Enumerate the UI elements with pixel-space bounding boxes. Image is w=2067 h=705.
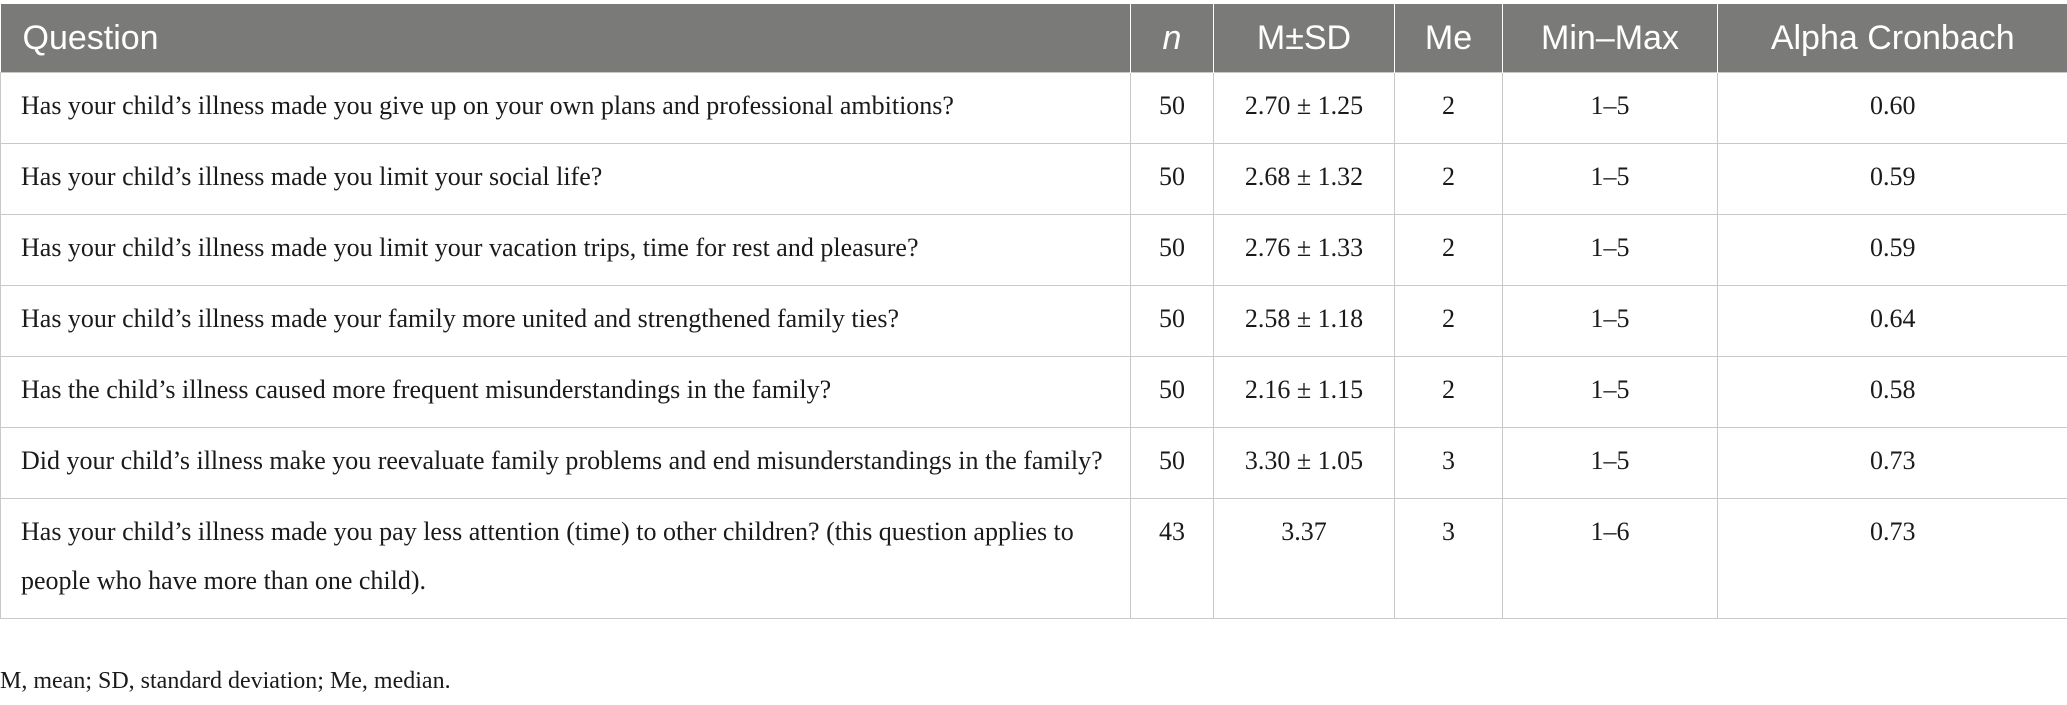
question-cell: Has your child’s illness made your famil… <box>0 285 1131 357</box>
table-header: Question n M±SD Me Min–Max Alpha Cronbac… <box>0 4 2067 73</box>
median-cell: 2 <box>1394 356 1503 428</box>
table-row: Has your child’s illness made you limit … <box>0 143 2067 215</box>
n-cell: 43 <box>1130 498 1214 619</box>
n-cell: 50 <box>1130 427 1214 499</box>
table-row: Has your child’s illness made your famil… <box>0 285 2067 357</box>
header-mean-sd: M±SD <box>1213 4 1395 73</box>
table-row: Has your child’s illness made you pay le… <box>0 498 2067 619</box>
mean-sd-cell: 2.16 ± 1.15 <box>1213 356 1395 428</box>
data-table: Question n M±SD Me Min–Max Alpha Cronbac… <box>0 4 2067 619</box>
question-cell: Has the child’s illness caused more freq… <box>0 356 1131 428</box>
mean-sd-cell: 3.37 <box>1213 498 1395 619</box>
alpha-cell: 0.73 <box>1717 427 2067 499</box>
min-max-cell: 1–5 <box>1502 427 1718 499</box>
min-max-cell: 1–5 <box>1502 72 1718 144</box>
question-cell: Has your child’s illness made you limit … <box>0 214 1131 286</box>
n-cell: 50 <box>1130 143 1214 215</box>
mean-sd-cell: 2.68 ± 1.32 <box>1213 143 1395 215</box>
n-cell: 50 <box>1130 356 1214 428</box>
header-row: Question n M±SD Me Min–Max Alpha Cronbac… <box>0 4 2067 73</box>
n-cell: 50 <box>1130 214 1214 286</box>
table-row: Has the child’s illness caused more freq… <box>0 356 2067 428</box>
table-body: Has your child’s illness made you give u… <box>0 72 2067 619</box>
question-cell: Has your child’s illness made you limit … <box>0 143 1131 215</box>
alpha-cell: 0.73 <box>1717 498 2067 619</box>
min-max-cell: 1–5 <box>1502 356 1718 428</box>
header-question: Question <box>0 4 1131 73</box>
median-cell: 2 <box>1394 285 1503 357</box>
alpha-cell: 0.59 <box>1717 214 2067 286</box>
table-row: Has your child’s illness made you limit … <box>0 214 2067 286</box>
alpha-cell: 0.59 <box>1717 143 2067 215</box>
question-cell: Did your child’s illness make you reeval… <box>0 427 1131 499</box>
header-median: Me <box>1394 4 1503 73</box>
alpha-cell: 0.58 <box>1717 356 2067 428</box>
question-cell: Has your child’s illness made you give u… <box>0 72 1131 144</box>
min-max-cell: 1–5 <box>1502 143 1718 215</box>
min-max-cell: 1–5 <box>1502 214 1718 286</box>
n-cell: 50 <box>1130 72 1214 144</box>
alpha-cell: 0.64 <box>1717 285 2067 357</box>
mean-sd-cell: 2.76 ± 1.33 <box>1213 214 1395 286</box>
header-n: n <box>1130 4 1214 73</box>
question-cell: Has your child’s illness made you pay le… <box>0 498 1131 619</box>
min-max-cell: 1–5 <box>1502 285 1718 357</box>
table-row: Has your child’s illness made you give u… <box>0 72 2067 144</box>
table-row: Did your child’s illness make you reeval… <box>0 427 2067 499</box>
n-cell: 50 <box>1130 285 1214 357</box>
header-min-max: Min–Max <box>1502 4 1718 73</box>
median-cell: 3 <box>1394 427 1503 499</box>
median-cell: 2 <box>1394 214 1503 286</box>
mean-sd-cell: 2.58 ± 1.18 <box>1213 285 1395 357</box>
min-max-cell: 1–6 <box>1502 498 1718 619</box>
alpha-cell: 0.60 <box>1717 72 2067 144</box>
mean-sd-cell: 3.30 ± 1.05 <box>1213 427 1395 499</box>
median-cell: 2 <box>1394 143 1503 215</box>
median-cell: 2 <box>1394 72 1503 144</box>
mean-sd-cell: 2.70 ± 1.25 <box>1213 72 1395 144</box>
median-cell: 3 <box>1394 498 1503 619</box>
table-footnote: M, mean; SD, standard deviation; Me, med… <box>0 668 451 694</box>
header-alpha-cronbach: Alpha Cronbach <box>1717 4 2067 73</box>
